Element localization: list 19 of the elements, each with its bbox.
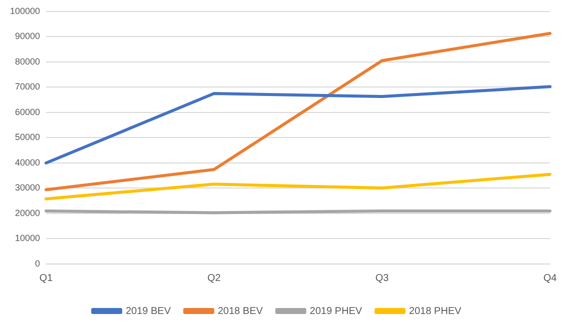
legend-label: 2018 PHEV bbox=[409, 306, 462, 317]
y-tick-label: 80000 bbox=[15, 56, 40, 66]
x-tick-label: Q3 bbox=[375, 272, 390, 284]
y-tick-label: 100000 bbox=[10, 6, 40, 16]
y-tick-label: 0 bbox=[35, 258, 40, 268]
y-tick-label: 70000 bbox=[15, 82, 40, 92]
y-tick-label: 30000 bbox=[15, 182, 40, 193]
x-tick-label: Q1 bbox=[39, 272, 54, 284]
y-tick-label: 60000 bbox=[15, 106, 40, 117]
x-tick-label: Q2 bbox=[207, 272, 222, 284]
y-tick-label: 90000 bbox=[15, 31, 40, 42]
x-tick-label: Q4 bbox=[543, 272, 558, 284]
legend-label: 2018 BEV bbox=[218, 306, 264, 317]
y-tick-label: 50000 bbox=[15, 132, 40, 142]
legend-label: 2019 PHEV bbox=[310, 306, 362, 317]
y-tick-label: 40000 bbox=[15, 157, 40, 168]
legend-label: 2019 BEV bbox=[126, 306, 172, 317]
y-tick-label: 10000 bbox=[15, 233, 40, 244]
y-tick-label: 20000 bbox=[15, 208, 40, 218]
